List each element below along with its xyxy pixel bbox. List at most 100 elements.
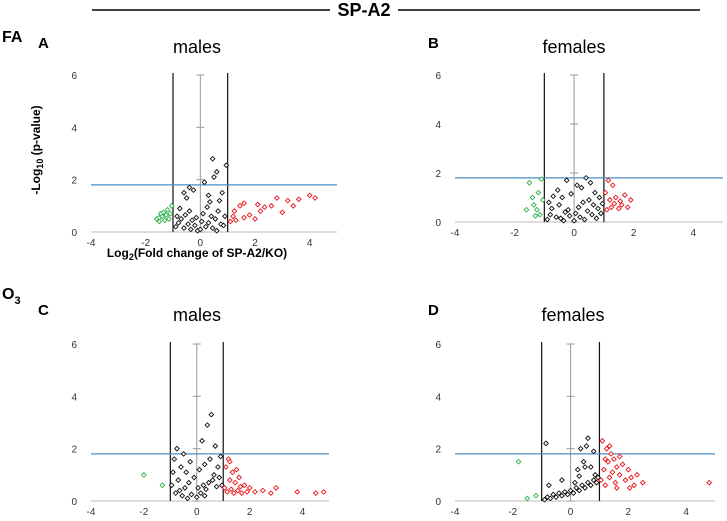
group-label-fa: FA [2,29,23,46]
panel-d-point-up [628,474,635,481]
panel-d-y-tick: 2 [435,445,441,456]
panel-c-point-ns [168,482,175,489]
panel-a-point-up [257,208,264,214]
panel-c-point-ns [170,469,176,476]
panel-a-point-up [290,202,297,209]
panel-a-point-down [166,216,172,222]
panel-b-x-tick: 4 [690,228,696,239]
panel-a-x-tick: 4 [307,238,313,249]
panel-b-y-tick: 0 [435,218,441,229]
panel-b-letter: B [428,35,439,52]
x-axis-label-sub: 2 [129,252,134,262]
panel-a-y-tick: 6 [71,71,77,82]
panel-c-point-ns [213,483,220,490]
panel-d-point-ns [561,488,568,495]
panel-c-point-ns [185,479,192,486]
panel-a-point-up [306,192,313,199]
panel-a-point-down [168,202,175,209]
panel-b-point-up [627,197,634,203]
panel-d-point-up [610,456,617,463]
panel-d-point-ns [543,440,549,447]
panel-d-point-up [616,471,623,478]
panel-c-point-ns [219,482,225,489]
panel-d-point-ns [574,466,581,473]
panel-d-point-up [606,443,613,449]
panel-c-point-ns [176,487,183,494]
panel-c-point-down [159,482,166,489]
panel-c-point-up [273,485,280,491]
panel-a-point-up [279,209,286,216]
panel-b-point-ns [586,197,592,203]
panel-b-point-ns [598,210,604,217]
panel-a-x-tick: -2 [141,238,150,249]
panel-d-point-ns [590,448,597,455]
panel-c-y-tick: 2 [71,445,77,456]
panel-d-point-down [524,495,531,502]
panel-a-point-ns [204,204,211,211]
panel-a-point-ns [201,179,208,186]
panel-a-point-down [164,206,171,213]
panel-a-point-down [163,212,170,218]
panel-b-point-ns [545,199,552,206]
y-axis-label-main: -Log [29,169,43,195]
panel-d-point-up [599,437,606,444]
panel-c-point-up [236,474,242,481]
panel-a-x-tick: 0 [198,238,204,249]
panel-a-point-ns [205,192,212,199]
panel-d-point-ns [587,482,594,489]
panel-c-point-ns [217,453,224,460]
panel-b-point-ns [593,215,600,222]
panel-b-point-ns [574,182,580,189]
panel-a-point-ns [198,218,205,225]
panel-a-point-ns [174,213,180,220]
panel-b-point-ns [592,189,598,196]
panel-a-point-up [241,214,247,221]
panel-b-point-up [621,192,628,198]
panel-c-point-ns [212,443,219,449]
panel-c-point-up [246,485,253,491]
panel-d-point-ns [573,485,580,491]
panel-c-point-ns [195,485,201,491]
y-axis-label: -Log10 (p-value) [29,105,45,194]
panel-c-y-tick: 4 [71,392,77,403]
panel-d-point-ns [545,482,552,489]
group-label-o3-sub: 3 [14,295,20,307]
panel-b-y-tick: 6 [435,71,441,82]
panel-a-point-up [284,197,291,204]
panel-d-point-up [597,477,604,483]
panel-d-point-ns [576,487,583,494]
panel-d-point-up [706,479,713,486]
panel-b-point-up [606,197,613,203]
panel-d-point-up [602,456,609,463]
panel-d-point-ns [570,490,577,497]
panel-b-point-ns [566,212,573,219]
panel-c-point-ns [191,474,198,481]
panel-a-x-tick: -4 [87,238,96,249]
panel-a-y-tick: 0 [71,228,77,239]
panel-b-point-down [536,211,543,218]
panel-b-point-ns [584,208,591,214]
panel-c-point-ns [201,492,208,499]
panel-a-point-ns [175,219,182,226]
panel-c-point-ns [188,491,195,498]
panel-b-y-tick: 2 [435,169,441,180]
panel-d-point-ns [558,477,565,483]
panel-c-point-up [320,488,327,495]
panel-b-point-ns [562,209,569,216]
panel-a-point-up [246,212,253,218]
panel-d-point-up [634,471,640,478]
panel-d-x-tick: 0 [568,507,574,518]
panel-b-point-ns [557,215,564,222]
panel-a-point-ns [187,226,194,233]
panel-c-point-up [238,490,245,497]
panel-a-point-up [261,204,268,211]
panel-a-point-ns [200,210,206,217]
panel-c-point-ns [197,490,204,497]
panel-d-point-ns [576,473,583,480]
panel-c-point-ns [179,492,186,499]
panel-d-point-ns [584,435,591,442]
panel-c-point-up [226,477,233,483]
